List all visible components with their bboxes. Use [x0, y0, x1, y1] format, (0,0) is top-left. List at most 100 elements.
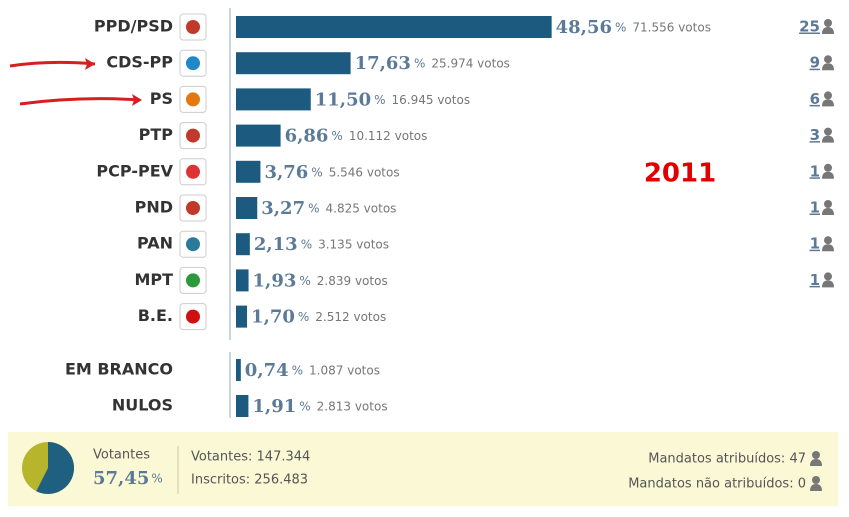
person-icon	[822, 27, 834, 34]
bar	[236, 197, 258, 219]
person-icon	[822, 171, 834, 179]
party-name: PCP-PEV	[96, 161, 173, 180]
percent-unit: %	[308, 202, 319, 216]
percent-label: 17,63	[355, 53, 411, 74]
percent-label: 3,76	[264, 162, 308, 183]
votes: 5.546 votos	[329, 165, 400, 179]
percent-label: 11,50	[315, 89, 371, 110]
year-annotation: 2011	[644, 159, 716, 189]
person-icon	[812, 451, 820, 459]
votes: 2.813 votos	[317, 400, 388, 414]
arrow-head	[85, 58, 95, 70]
votes: 2.839 votos	[317, 274, 388, 288]
percent-unit: %	[414, 57, 425, 71]
party-name: PTP	[139, 125, 174, 144]
party-name: MPT	[134, 270, 173, 289]
party-logo	[186, 92, 200, 107]
percent-unit: %	[299, 274, 310, 288]
votes: 1.087 votos	[309, 364, 380, 378]
seats-link[interactable]: 1	[810, 271, 820, 289]
party-name: PAN	[137, 234, 173, 253]
votes: 3.135 votos	[318, 238, 389, 252]
percent-unit: %	[615, 21, 626, 35]
person-icon	[822, 135, 834, 143]
party-logo	[186, 128, 200, 143]
votes: 71.556 votos	[632, 21, 711, 35]
person-icon	[822, 280, 834, 288]
bar	[236, 233, 250, 256]
percent-label: 1,93	[253, 270, 297, 291]
bar	[236, 52, 351, 75]
person-icon	[824, 236, 832, 245]
percent-label: 1,91	[252, 396, 296, 417]
bar	[236, 160, 261, 183]
votes: 2.512 votos	[315, 310, 386, 324]
arrow	[9, 60, 96, 68]
person-icon	[824, 127, 832, 136]
votes: 25.974 votos	[431, 57, 510, 71]
person-icon	[824, 163, 832, 172]
percent-unit: %	[292, 364, 303, 378]
percent-unit: %	[374, 93, 385, 107]
bar	[236, 359, 241, 381]
bar	[236, 269, 249, 292]
percent-label: 1,70	[251, 307, 295, 328]
bar	[236, 305, 248, 328]
person-icon	[824, 91, 832, 100]
turnout-value: 57,45	[93, 468, 149, 489]
arrow	[19, 97, 141, 106]
registered: Inscritos: 256.483	[191, 473, 308, 488]
percent-label: 6,86	[285, 126, 329, 147]
bar	[236, 16, 552, 38]
person-icon	[824, 200, 832, 208]
seats-link[interactable]: 3	[810, 126, 820, 144]
party-name: PND	[135, 198, 173, 217]
bar	[236, 88, 311, 111]
party-name: PPD/PSD	[94, 17, 173, 36]
person-icon	[810, 484, 822, 491]
party-name: B.E.	[138, 306, 173, 325]
percent-label: 0,74	[245, 360, 289, 381]
party-logo	[186, 20, 200, 34]
turnout-unit: %	[151, 472, 162, 486]
person-icon	[824, 19, 832, 27]
turnout-label: Votantes	[93, 448, 150, 463]
seats-link[interactable]: 1	[810, 235, 820, 253]
person-icon	[824, 272, 832, 281]
party-name: EM BRANCO	[65, 360, 173, 379]
seats-assigned: Mandatos atribuídos: 47	[648, 452, 806, 467]
percent-label: 3,27	[261, 198, 305, 219]
party-name: NULOS	[112, 396, 173, 415]
seats-link[interactable]: 6	[810, 90, 820, 108]
party-logo	[186, 273, 200, 288]
person-icon	[822, 63, 834, 71]
party-name: CDS-PP	[106, 53, 173, 72]
seats-link[interactable]: 1	[810, 162, 820, 180]
person-icon	[822, 99, 834, 107]
voters: Votantes: 147.344	[191, 450, 310, 465]
person-icon	[822, 244, 834, 252]
bar	[236, 124, 281, 147]
party-logo	[186, 164, 200, 179]
person-icon	[810, 459, 822, 466]
votes: 10.112 votos	[349, 129, 428, 143]
party-logo	[186, 237, 200, 252]
votes: 16.945 votos	[392, 93, 471, 107]
person-icon	[812, 476, 820, 484]
party-name: PS	[150, 89, 173, 108]
seats-unassigned: Mandatos não atribuídos: 0	[628, 477, 806, 492]
seats-link[interactable]: 9	[810, 54, 820, 72]
percent-unit: %	[311, 165, 322, 179]
party-logo	[186, 309, 200, 324]
votes: 4.825 votos	[326, 202, 397, 216]
percent-unit: %	[301, 238, 312, 252]
party-logo	[186, 201, 200, 215]
pie-slice	[36, 442, 74, 494]
seats-link[interactable]: 1	[810, 199, 820, 217]
percent-label: 2,13	[254, 234, 298, 255]
seats-link[interactable]: 25	[799, 18, 820, 36]
party-logo	[186, 56, 200, 71]
arrow-head	[132, 94, 142, 106]
percent-unit: %	[298, 310, 309, 324]
